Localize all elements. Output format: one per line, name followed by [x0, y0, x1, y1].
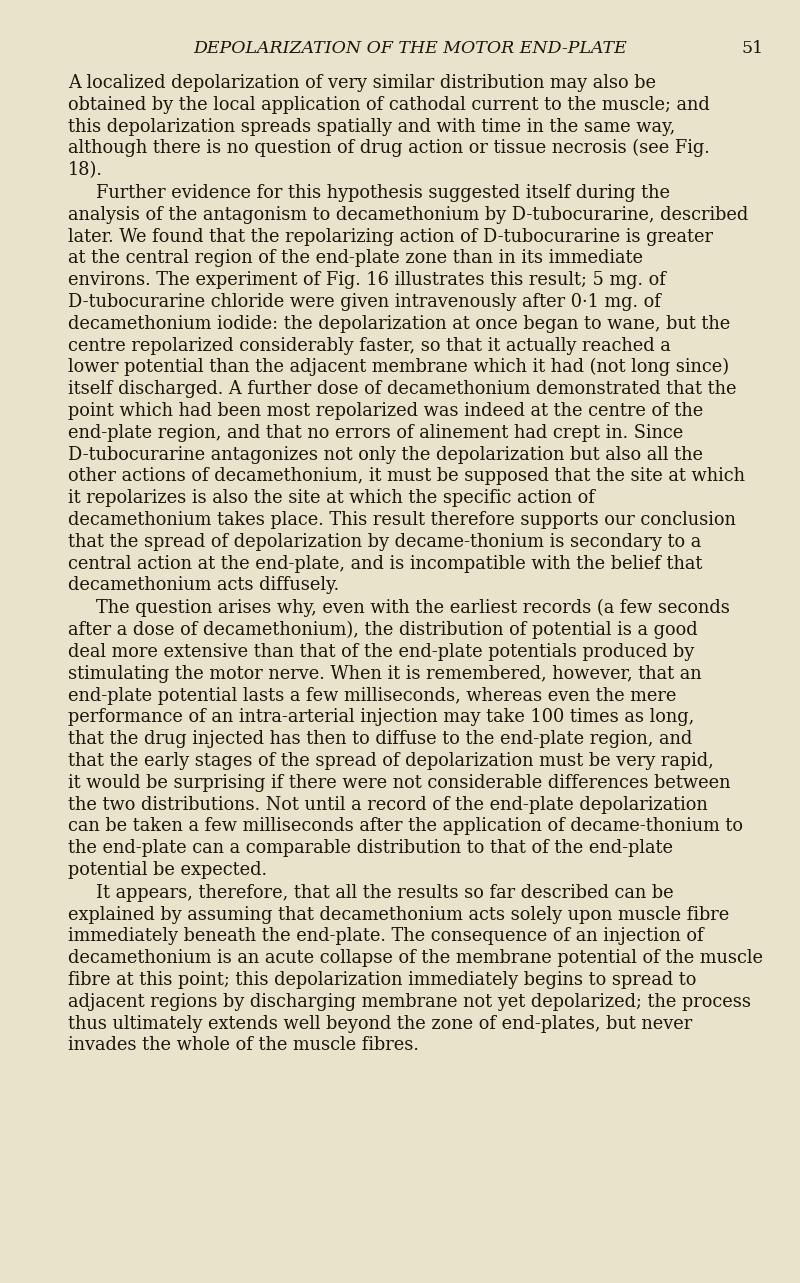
- Text: that the early stages of the spread of depolarization must be very rapid,: that the early stages of the spread of d…: [68, 752, 714, 770]
- Text: D-tubocurarine antagonizes not only the depolarization but also all the: D-tubocurarine antagonizes not only the …: [68, 445, 703, 463]
- Text: fibre at this point; this depolarization immediately begins to spread to: fibre at this point; this depolarization…: [68, 971, 696, 989]
- Text: it repolarizes is also the site at which the specific action of: it repolarizes is also the site at which…: [68, 489, 595, 507]
- Text: invades the whole of the muscle fibres.: invades the whole of the muscle fibres.: [68, 1037, 419, 1055]
- Text: point which had been most repolarized was indeed at the centre of the: point which had been most repolarized wa…: [68, 402, 703, 420]
- Text: the two distributions. Not until a record of the end-plate depolarization: the two distributions. Not until a recor…: [68, 795, 708, 813]
- Text: decamethonium is an acute collapse of the membrane potential of the muscle: decamethonium is an acute collapse of th…: [68, 949, 763, 967]
- Text: end-plate potential lasts a few milliseconds, whereas even the mere: end-plate potential lasts a few millisec…: [68, 686, 676, 704]
- Text: deal more extensive than that of the end-plate potentials produced by: deal more extensive than that of the end…: [68, 643, 694, 661]
- Text: A localized depolarization of very similar distribution may also be: A localized depolarization of very simil…: [68, 74, 656, 92]
- Text: The question arises why, even with the earliest records (a few seconds: The question arises why, even with the e…: [96, 599, 730, 617]
- Text: decamethonium iodide: the depolarization at once began to wane, but the: decamethonium iodide: the depolarization…: [68, 314, 730, 332]
- Text: analysis of the antagonism to decamethonium by D-tubocurarine, described: analysis of the antagonism to decamethon…: [68, 205, 748, 225]
- Text: performance of an intra-arterial injection may take 100 times as long,: performance of an intra-arterial injecti…: [68, 708, 694, 726]
- Text: that the spread of depolarization by decame­thonium is secondary to a: that the spread of depolarization by dec…: [68, 532, 702, 550]
- Text: 18).: 18).: [68, 162, 103, 180]
- Text: after a dose of decamethonium), the distribution of potential is a good: after a dose of decamethonium), the dist…: [68, 621, 698, 639]
- Text: decamethonium acts diffusely.: decamethonium acts diffusely.: [68, 576, 339, 594]
- Text: obtained by the local application of cathodal current to the muscle; and: obtained by the local application of cat…: [68, 96, 710, 114]
- Text: lower potential than the adjacent membrane which it had (not long since): lower potential than the adjacent membra…: [68, 358, 729, 376]
- Text: although there is no question of drug action or tissue necrosis (see Fig.: although there is no question of drug ac…: [68, 139, 710, 158]
- Text: potential be expected.: potential be expected.: [68, 861, 267, 879]
- Text: D-tubocurarine chloride were given intravenously after 0·1 mg. of: D-tubocurarine chloride were given intra…: [68, 293, 661, 310]
- Text: explained by assuming that decamethonium acts solely upon muscle fibre: explained by assuming that decamethonium…: [68, 906, 730, 924]
- Text: adjacent regions by discharging membrane not yet depolarized; the process: adjacent regions by discharging membrane…: [68, 993, 751, 1011]
- Text: immediately beneath the end-plate. The consequence of an injection of: immediately beneath the end-plate. The c…: [68, 928, 704, 946]
- Text: Further evidence for this hypothesis suggested itself during the: Further evidence for this hypothesis sug…: [96, 183, 670, 203]
- Text: it would be surprising if there were not considerable differences between: it would be surprising if there were not…: [68, 774, 730, 792]
- Text: centre repolarized considerably faster, so that it actually reached a: centre repolarized considerably faster, …: [68, 336, 670, 354]
- Text: decamethonium takes place. This result therefore supports our conclusion: decamethonium takes place. This result t…: [68, 511, 736, 529]
- Text: itself discharged. A further dose of decamethonium demonstrated that the: itself discharged. A further dose of dec…: [68, 380, 737, 398]
- Text: can be taken a few milliseconds after the application of decame­thonium to: can be taken a few milliseconds after th…: [68, 817, 743, 835]
- Text: this depolarization spreads spatially and with time in the same way,: this depolarization spreads spatially an…: [68, 118, 675, 136]
- Text: 51: 51: [742, 40, 764, 56]
- Text: later. We found that the repolarizing action of D-tubocurarine is greater: later. We found that the repolarizing ac…: [68, 227, 713, 245]
- Text: end-plate region, and that no errors of alinement had crept in. Since: end-plate region, and that no errors of …: [68, 423, 683, 441]
- Text: environs. The experiment of Fig. 16 illustrates this result; 5 mg. of: environs. The experiment of Fig. 16 illu…: [68, 271, 666, 289]
- Text: the end-plate can a comparable distribution to that of the end-plate: the end-plate can a comparable distribut…: [68, 839, 673, 857]
- Text: central action at the end-plate, and is incompatible with the belief that: central action at the end-plate, and is …: [68, 554, 702, 572]
- Text: DEPOLARIZATION OF THE MOTOR END-PLATE: DEPOLARIZATION OF THE MOTOR END-PLATE: [193, 40, 627, 56]
- Text: It appears, therefore, that all the results so far described can be: It appears, therefore, that all the resu…: [96, 884, 674, 902]
- Text: at the central region of the end-plate zone than in its immediate: at the central region of the end-plate z…: [68, 249, 643, 267]
- Text: thus ultimately extends well beyond the zone of end-plates, but never: thus ultimately extends well beyond the …: [68, 1015, 692, 1033]
- Text: stimulating the motor nerve. When it is remembered, however, that an: stimulating the motor nerve. When it is …: [68, 665, 702, 683]
- Text: that the drug injected has then to diffuse to the end-plate region, and: that the drug injected has then to diffu…: [68, 730, 692, 748]
- Text: other actions of decamethonium, it must be supposed that the site at which: other actions of decamethonium, it must …: [68, 467, 745, 485]
